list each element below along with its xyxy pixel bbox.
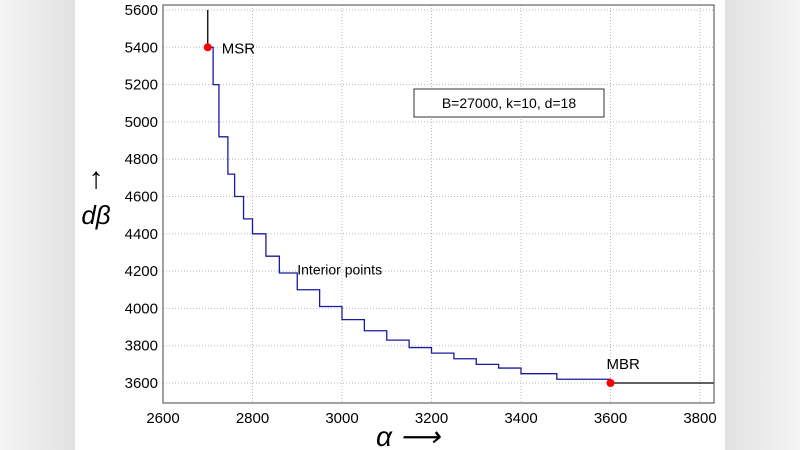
legend-box — [413, 88, 605, 118]
y-tick-label: 4800 — [125, 151, 158, 168]
left-margin — [0, 0, 75, 450]
y-tick-label: 4000 — [125, 300, 158, 317]
x-tick-label: 3800 — [683, 410, 716, 427]
y-axis-arrow: ↑ — [89, 162, 104, 195]
y-axis-label: dβ — [81, 200, 110, 230]
y-tick-label: 5400 — [125, 39, 158, 56]
y-tick-label: 4600 — [125, 189, 158, 206]
legend-text: B=27000, k=10, d=18 — [442, 95, 576, 111]
x-tick-label: 2600 — [146, 410, 179, 427]
x-tick-label: 3000 — [325, 410, 358, 427]
y-tick-label: 3800 — [125, 338, 158, 355]
point-msr — [203, 43, 212, 52]
x-axis-label: α ⟶ — [376, 421, 442, 450]
y-tick-label: 5600 — [125, 2, 158, 19]
tradeoff-curve — [207, 46, 612, 382]
y-tick-label: 5200 — [125, 77, 158, 94]
x-tick-label: 3400 — [504, 410, 537, 427]
point-label: MSR — [222, 40, 256, 57]
plot-area — [162, 4, 715, 404]
x-tick-label: 3200 — [415, 410, 448, 427]
x-tick-label: 2800 — [236, 410, 269, 427]
y-tick-label: 3600 — [125, 375, 158, 392]
y-tick-label: 5000 — [125, 114, 158, 131]
point-label: MBR — [607, 356, 641, 373]
y-tick-label: 4200 — [125, 263, 158, 280]
point-mbr — [606, 379, 615, 387]
annotation: Interior points — [297, 262, 382, 278]
y-tick-label: 4400 — [125, 226, 158, 243]
figure-background — [75, 0, 725, 450]
x-tick-label: 3600 — [594, 410, 627, 427]
right-margin — [725, 0, 800, 450]
